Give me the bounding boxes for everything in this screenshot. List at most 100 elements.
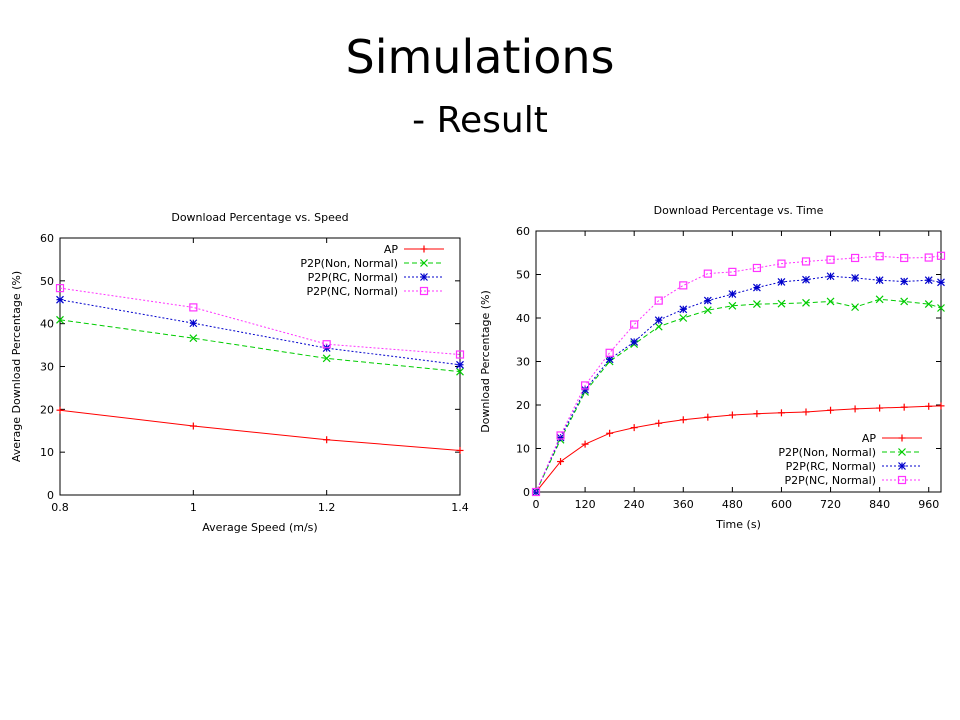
chart1-p2p-non-normal-point [679,314,688,322]
chart1-p2p-non-normal-point [728,301,737,310]
chart0-ytick-label: 60 [40,232,54,245]
chart0-ap-point [56,406,64,414]
chart1-p2p-non-normal-point [802,298,810,307]
chart1-p2p-nc-normal-point [850,253,860,263]
chart1-p2p-non-normal-point [924,300,933,309]
chart0-xtick-label: 1.2 [318,501,336,514]
chart1-p2p-nc-normal-point [728,267,737,276]
chart1-legend-marker-p2p-non-normal [898,448,906,456]
chart0-ytick-label: 0 [47,489,54,502]
chart0-legend-marker-p2p-nc-normal [419,286,429,296]
chart1-legend-label-p2p-non-normal: P2P(Non, Normal) [778,446,876,459]
chart1-ytick-label: 20 [516,399,530,412]
chart1-ap-point [777,409,785,417]
chart1-p2p-nc-normal-point [936,251,946,260]
chart1-p2p-non-normal-point [875,295,884,304]
chart0-ap-point [323,436,331,444]
chart1-p2p-nc-normal-point [630,320,639,329]
chart1-ap-point [655,419,663,427]
chart1-ap-point [557,458,565,466]
chart0-p2p-nc-normal-point [55,284,65,293]
chart1-p2p-rc-normal-point [752,283,761,292]
chart0-series-p2p-rc-normal-line [59,299,461,366]
chart1-ap-point [925,402,933,410]
chart1-ytick-label: 0 [523,486,530,499]
chart1-p2p-nc-normal-point [924,253,933,262]
chart1-legend-marker-p2p-nc-normal [897,475,907,485]
chart0-legend-label-p2p-rc-normal: P2P(RC, Normal) [308,271,398,284]
chart0-ap-point [456,446,464,454]
chart1-xtick-label: 840 [869,498,890,511]
chart0-xtick-label: 1 [190,501,197,514]
chart1-plot-frame [535,230,942,493]
chart1-ylabel: Download Percentage (%) [479,290,492,433]
chart1-ap-point [851,405,859,413]
speed-chart: Download Percentage vs. Speed 0 10 20 30 40 50… [10,211,469,534]
chart1-legend-label-ap: AP [862,432,877,445]
chart0-p2p-nc-normal-point [455,350,465,359]
chart1-ap-point [900,403,908,411]
chart1-p2p-rc-normal-point [630,338,639,346]
chart0-p2p-non-normal-point [322,354,331,363]
chart1-p2p-nc-normal-point [654,296,663,305]
chart1-xlabel: Time (s) [715,518,761,531]
time-chart: Download Percentage vs. Time 0 10 20 30 40 50 6… [479,204,946,531]
chart1-p2p-non-normal-point [900,297,909,306]
chart1-p2p-nc-normal-point [900,253,909,263]
chart1-ap-point [630,424,638,432]
chart0-p2p-rc-normal-point [456,360,464,369]
chart1-ap-point [827,406,835,414]
chart1-xtick-label: 720 [820,498,841,511]
chart0-legend-label-ap: AP [384,243,399,256]
chart1-ytick-label: 60 [516,225,530,238]
chart1-legend-label-p2p-nc-normal: P2P(NC, Normal) [784,474,876,487]
chart1-series-p2p-rc-normal-line [535,275,942,493]
chart1-xtick-label: 480 [722,498,743,511]
chart1-ytick-label: 50 [516,269,530,282]
chart1-p2p-nc-normal-point [580,381,590,390]
chart1-xtick-label: 240 [624,498,645,511]
chart1-p2p-nc-normal-point [531,487,541,497]
chart1-p2p-nc-normal-point [826,255,835,264]
chart0-legend-marker-ap [420,245,428,253]
chart0-series-ap-line [59,409,461,451]
chart1-ap-point [581,440,589,448]
chart1-ap-point [704,413,712,421]
chart0-p2p-non-normal-point [56,315,64,324]
chart1-ytick-label: 10 [516,443,530,456]
chart0-legend-label-p2p-non-normal: P2P(Non, Normal) [300,257,398,270]
chart1-p2p-rc-normal-point [924,276,933,285]
chart1-xtick-label: 0 [533,498,540,511]
chart0-p2p-non-normal-point [456,367,464,376]
chart1-p2p-rc-normal-point [826,272,835,281]
chart1-ap-point [876,404,884,412]
chart1-p2p-rc-normal-point [654,316,663,325]
chart0-legend-marker-p2p-non-normal [420,259,428,267]
chart1-p2p-nc-normal-point [777,259,786,268]
chart1-p2p-rc-normal-point [679,305,688,314]
chart1-p2p-non-normal-point [654,322,663,331]
chart0-p2p-rc-normal-point [189,319,198,328]
chart1-p2p-rc-normal-point [875,276,884,285]
chart1-legend-marker-ap [898,434,906,442]
chart1-p2p-rc-normal-point [728,290,737,298]
chart1-xtick-label: 600 [771,498,792,511]
chart1-xtick-label: 360 [673,498,694,511]
chart1-p2p-rc-normal-point [802,275,810,284]
chart0-legend-label-p2p-nc-normal: P2P(NC, Normal) [306,285,398,298]
chart1-p2p-non-normal-point [826,297,835,306]
chart1-legend-marker-p2p-rc-normal [898,462,906,470]
chart1-p2p-nc-normal-point [875,252,884,261]
chart1-series-p2p-non-normal-line [535,298,942,493]
chart1-p2p-rc-normal-point [605,355,614,364]
chart1-ap-point [937,402,945,410]
chart1-title: Download Percentage vs. Time [654,204,824,217]
chart1-p2p-non-normal-point [851,303,860,312]
chart0-ap-point [189,422,197,430]
chart0-legend-marker-p2p-rc-normal [420,273,428,281]
chart1-p2p-rc-normal-point [900,277,909,286]
chart0-ytick-label: 20 [40,403,54,416]
chart0-series-p2p-non-normal-line [59,319,461,373]
chart0-ytick-label: 40 [40,318,54,331]
chart1-ytick-label: 30 [516,356,530,369]
